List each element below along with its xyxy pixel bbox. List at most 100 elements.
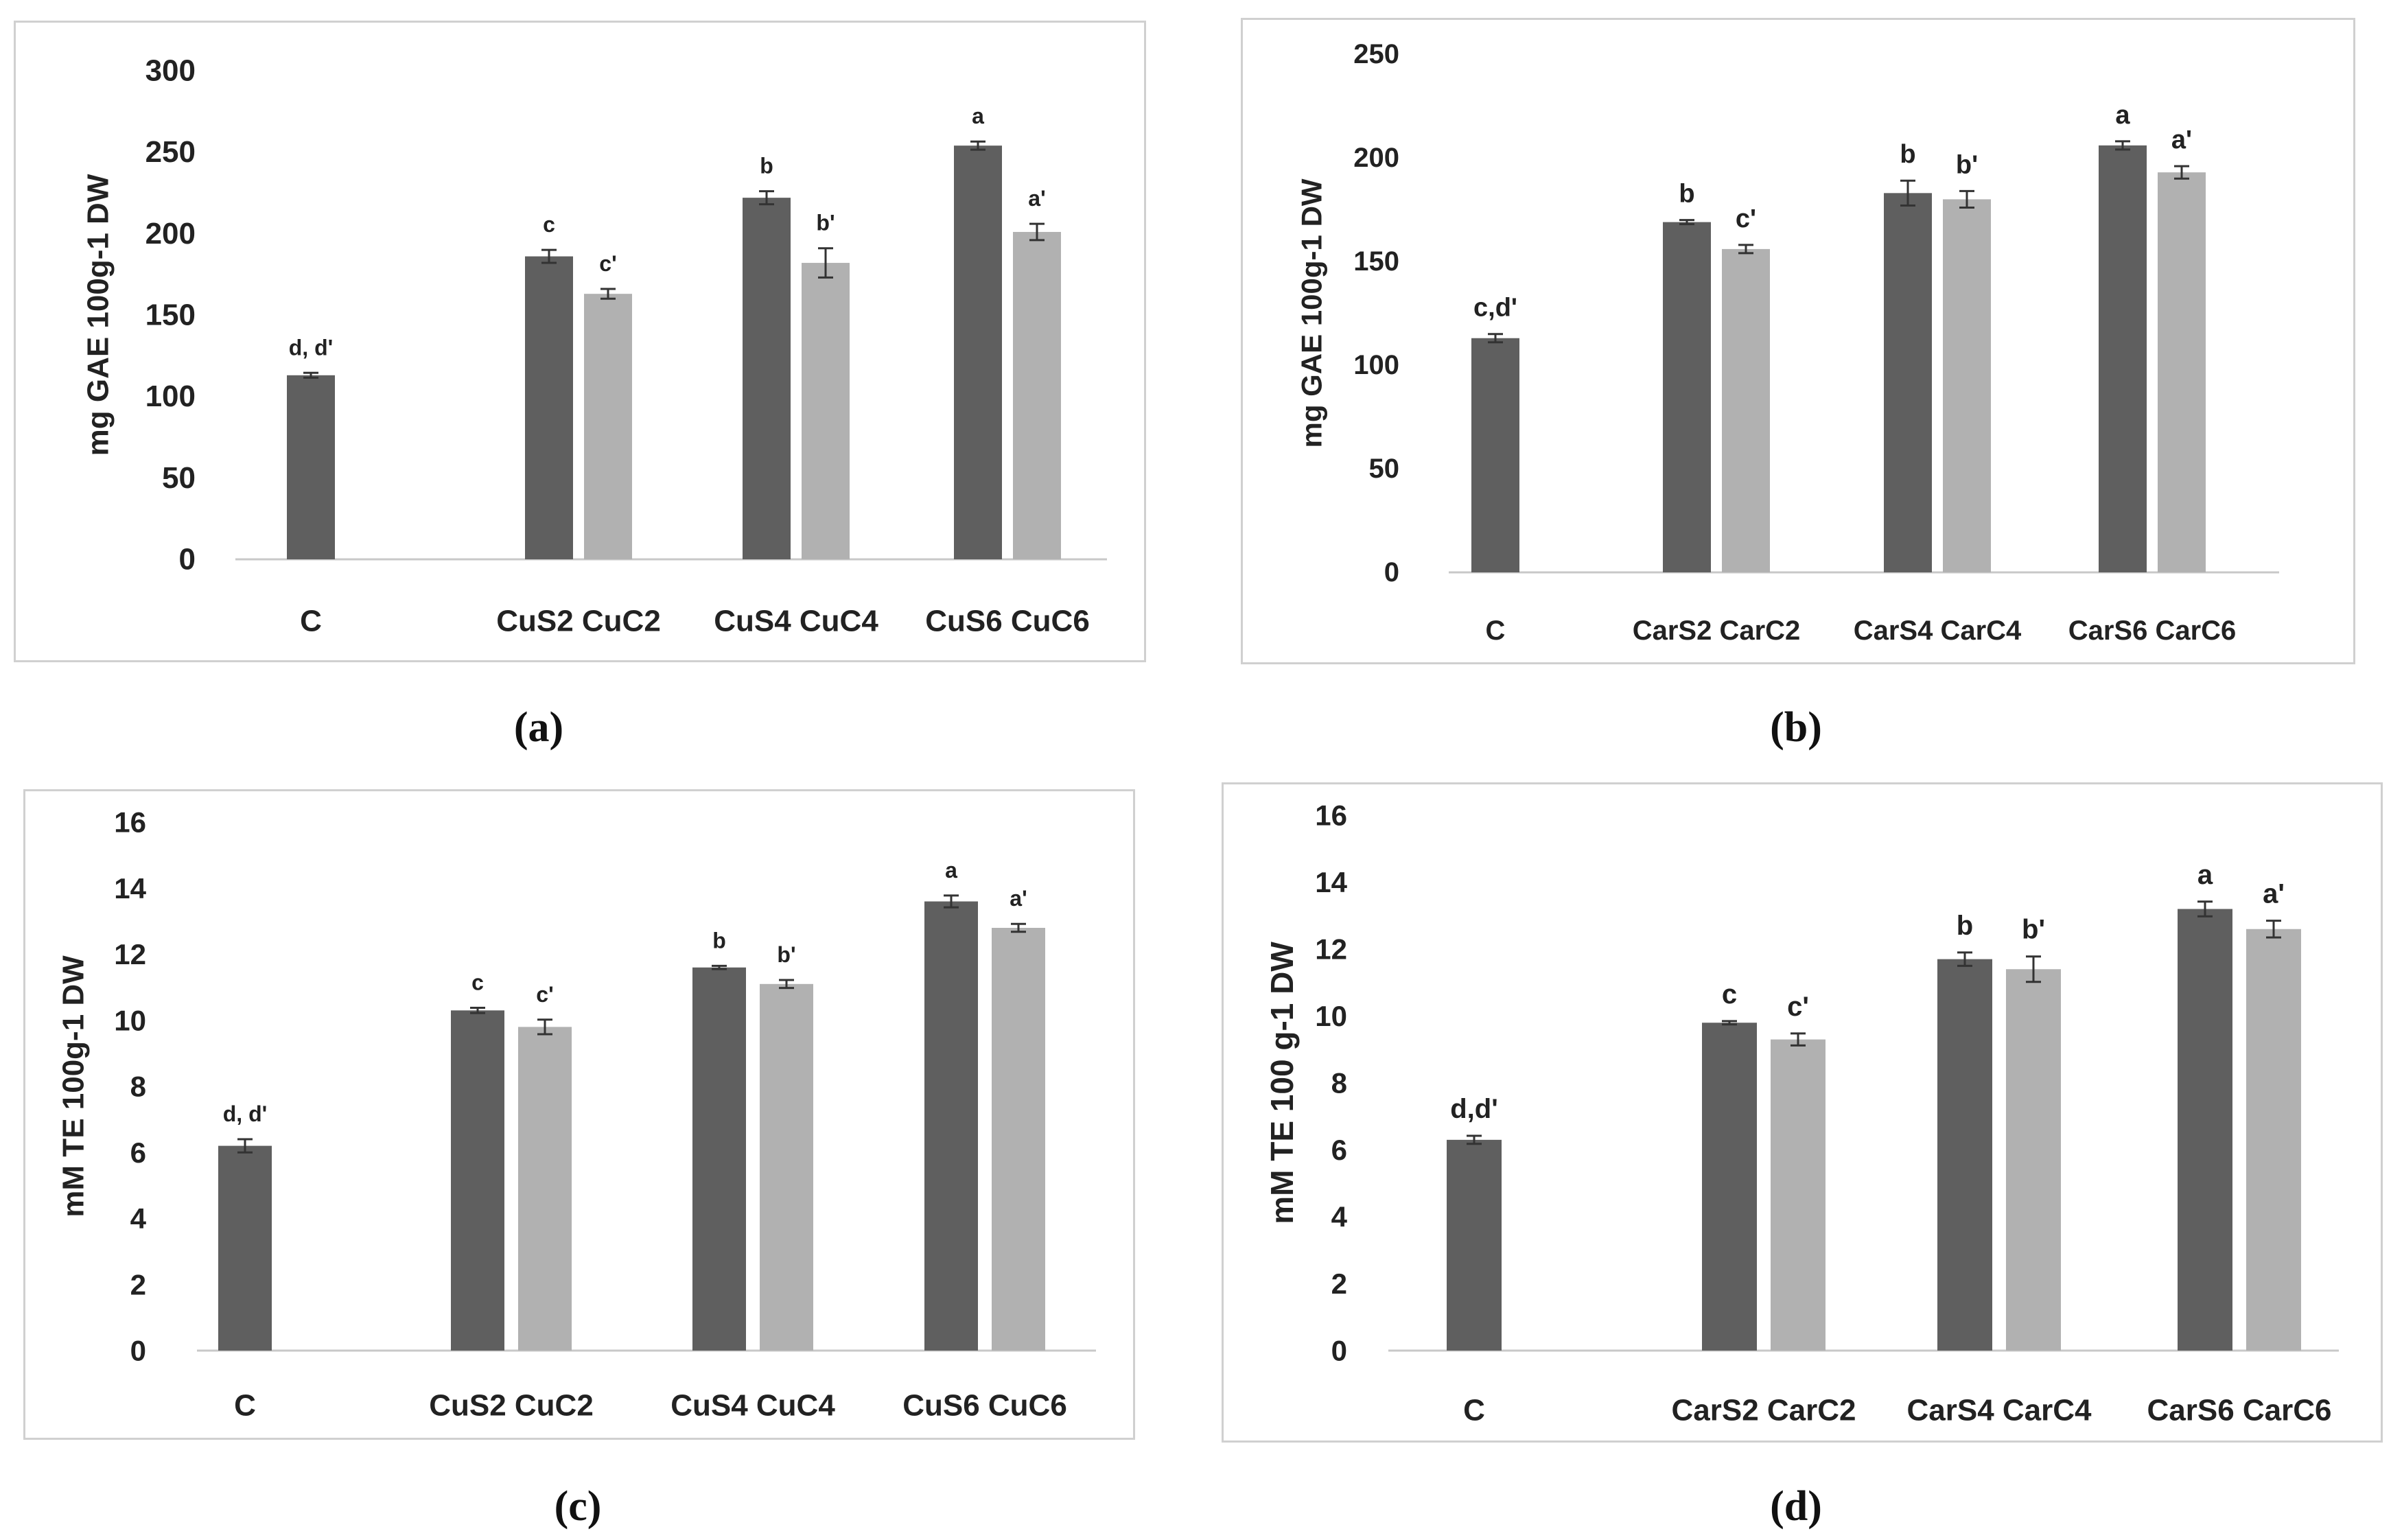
significance-label: b [712, 928, 726, 953]
bar-chart-d: 0 2 4 6 8 10 12 14 16 mM TE 100 g-1 DW C CarS2 CarC… [1264, 800, 2339, 1427]
error-bar [1011, 922, 1026, 933]
significance-label: a [2197, 860, 2213, 890]
bar-light [1771, 1039, 1826, 1351]
significance-label: a' [2263, 879, 2285, 909]
category-label: C [1463, 1394, 1485, 1427]
bar-dark [525, 256, 573, 559]
significance-label: d, d' [223, 1101, 267, 1126]
error-bar [970, 140, 985, 151]
significance-label: c [1722, 979, 1737, 1010]
y-tick-label: 6 [130, 1136, 146, 1169]
bar-chart-a: 0 50 100 150 200 250 300 mg GAE 100g-1 DW C CuS2 … [82, 54, 1107, 638]
error-bar [1900, 179, 1915, 207]
error-bar [2266, 920, 2281, 939]
error-bar [2115, 140, 2130, 151]
significance-label: a [972, 104, 984, 128]
category-label: CarS4 CarC4 [1906, 1394, 2092, 1427]
bar-light [992, 928, 1045, 1351]
y-tick-label: 2 [130, 1268, 146, 1300]
bar-dark [287, 375, 335, 559]
chart-panel-c: 0 2 4 6 8 10 12 14 16 mM TE 100g-1 DW C CuS2 CuC2 Cu… [23, 789, 1135, 1440]
error-bar [1957, 951, 1972, 967]
error-bar [712, 964, 727, 970]
significance-label: b' [777, 942, 795, 967]
caption-c: (c) [554, 1483, 602, 1530]
y-tick-label: 16 [1315, 800, 1347, 832]
bar-dark [1471, 338, 1519, 572]
error-bar [1722, 1020, 1737, 1026]
significance-label: d,d' [1450, 1094, 1498, 1124]
significance-label: c [471, 970, 484, 994]
significance-label: c' [599, 251, 616, 276]
y-tick-label: 8 [1331, 1067, 1347, 1099]
chart-panel-b: 0 50 100 150 200 250 mg GAE 100g-1 DW C CarS2 Ca… [1241, 18, 2355, 664]
bar-dark [451, 1010, 504, 1351]
significance-label: d, d' [289, 335, 333, 360]
chart-panel-a: 0 50 100 150 200 250 300 mg GAE 100g-1 DW C CuS2 … [14, 21, 1146, 662]
bar-dark [218, 1145, 272, 1351]
bar-dark [692, 967, 746, 1351]
bar-dark [954, 145, 1002, 559]
error-bar [1467, 1134, 1482, 1145]
error-bar [470, 1006, 485, 1014]
error-bar [1791, 1032, 1806, 1047]
y-tick-label: 250 [145, 135, 196, 169]
y-tick-label: 100 [1353, 350, 1399, 380]
significance-label: c' [536, 982, 553, 1007]
y-tick-label: 12 [1315, 933, 1347, 966]
error-bar [2197, 900, 2213, 918]
bar-dark [1884, 193, 1932, 573]
y-tick-label: 12 [114, 938, 146, 970]
bar-light [760, 983, 813, 1351]
y-tick-label: 250 [1353, 39, 1399, 69]
y-tick-label: 14 [114, 872, 146, 905]
y-tick-label: 10 [114, 1004, 146, 1036]
significance-label: b [1679, 180, 1694, 209]
significance-label: b' [2022, 915, 2045, 945]
category-label: C [1486, 616, 1506, 646]
y-tick-label: 100 [145, 380, 196, 413]
error-bar [2174, 165, 2189, 180]
significance-label: a' [1028, 186, 1045, 211]
bar-chart-b: 0 50 100 150 200 250 mg GAE 100g-1 DW C CarS2 Ca… [1296, 39, 2279, 646]
error-bar [600, 288, 616, 300]
significance-label: b' [1956, 150, 1978, 179]
bar-dark [1663, 222, 1711, 572]
y-axis-label: mg GAE 100g-1 DW [1296, 178, 1328, 447]
category-label: CarS4 CarC4 [1854, 616, 2022, 646]
y-tick-label: 150 [145, 299, 196, 332]
error-bar [303, 371, 318, 379]
significance-label: b' [816, 211, 835, 235]
y-tick-label: 50 [162, 461, 196, 495]
bar-chart-c: 0 2 4 6 8 10 12 14 16 mM TE 100g-1 DW C CuS2 CuC2 Cu… [57, 806, 1096, 1423]
y-tick-label: 200 [145, 217, 196, 250]
y-tick-label: 4 [130, 1202, 147, 1235]
significance-label: b [1957, 911, 1973, 941]
y-tick-label: 0 [179, 543, 196, 576]
category-label: C [300, 605, 322, 638]
y-tick-label: 150 [1353, 246, 1399, 277]
bar-light [1013, 231, 1061, 559]
bar-dark [743, 198, 791, 559]
error-bar [818, 247, 833, 279]
bar-light [518, 1027, 572, 1351]
bar-dark [1447, 1139, 1502, 1351]
significance-label: a [2115, 101, 2130, 130]
y-tick-label: 10 [1315, 1000, 1347, 1032]
y-axis-label: mg GAE 100g-1 DW [82, 174, 115, 456]
y-tick-label: 0 [1384, 557, 1399, 587]
bar-light [802, 263, 850, 559]
caption-a: (a) [513, 704, 564, 751]
bar-light [584, 294, 632, 559]
y-tick-label: 2 [1331, 1268, 1347, 1300]
significance-label: c' [1787, 992, 1809, 1022]
bar-light [2158, 172, 2206, 572]
category-label: CarS2 CarC2 [1633, 616, 1801, 646]
y-tick-label: 0 [1331, 1335, 1347, 1367]
error-bar [779, 979, 794, 990]
category-label: CuS4 CuC4 [670, 1389, 835, 1423]
error-bar [1488, 333, 1503, 344]
significance-label: c' [1736, 205, 1756, 233]
significance-label: c,d' [1473, 294, 1517, 323]
error-bar [537, 1018, 552, 1036]
